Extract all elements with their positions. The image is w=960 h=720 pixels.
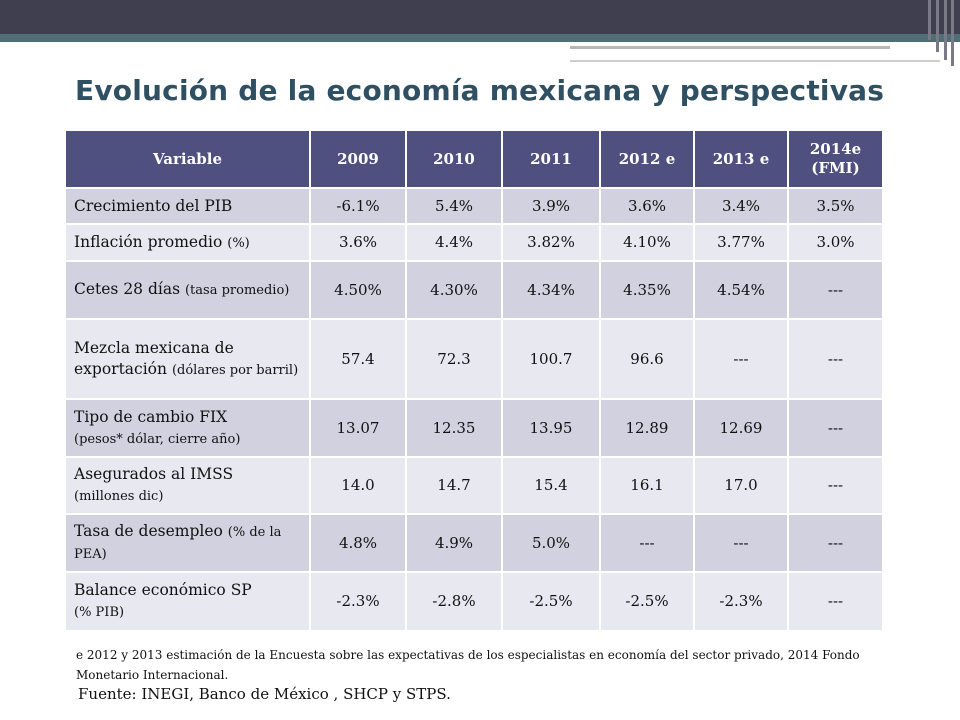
table-cell: 3.4% bbox=[694, 187, 789, 224]
table-cell: 4.50% bbox=[310, 260, 407, 319]
table-cell: 3.6% bbox=[310, 223, 407, 261]
row-label: Asegurados al IMSS (millones dic) bbox=[66, 456, 311, 514]
table-cell: 14.0 bbox=[310, 456, 407, 514]
row-label-unit: (%) bbox=[227, 235, 250, 251]
table-cell: 4.4% bbox=[406, 223, 503, 261]
table-cell: 4.30% bbox=[406, 260, 503, 319]
table-row: Cetes 28 días (tasa promedio) 4.50% 4.30… bbox=[66, 260, 882, 319]
decorative-line bbox=[570, 46, 890, 49]
table-cell: -2.5% bbox=[502, 571, 601, 630]
row-label: Crecimiento del PIB bbox=[66, 187, 311, 224]
table-cell: --- bbox=[788, 513, 882, 572]
table-cell: -2.3% bbox=[310, 571, 407, 630]
row-label-unit: (% de la PEA) bbox=[74, 525, 282, 562]
row-label: Tipo de cambio FIX (pesos* dólar, cierre … bbox=[66, 398, 311, 457]
table-cell: --- bbox=[694, 318, 789, 399]
row-label-text: Tasa de desempleo bbox=[74, 522, 223, 540]
table-cell: 3.9% bbox=[502, 187, 601, 224]
table-cell: 3.0% bbox=[788, 223, 882, 261]
header-2012e: 2012 e bbox=[600, 131, 695, 188]
table-row: Balance económico SP (% PIB) -2.3% -2.8% … bbox=[66, 571, 882, 630]
row-label: Inflación promedio (%) bbox=[66, 223, 311, 261]
table-cell: 4.35% bbox=[600, 260, 695, 319]
row-label-text: Cetes 28 días bbox=[74, 280, 181, 298]
table-row: Tasa de desempleo (% de la PEA) 4.8% 4.9… bbox=[66, 513, 882, 572]
table-cell: 4.54% bbox=[694, 260, 789, 319]
row-label-unit: (tasa promedio) bbox=[184, 283, 290, 298]
table-cell: 3.82% bbox=[502, 223, 601, 261]
table-cell: -2.8% bbox=[406, 571, 503, 630]
row-label-unit: (pesos* dólar, cierre año) bbox=[74, 431, 241, 447]
table-cell: 13.95 bbox=[502, 398, 601, 457]
table-cell: 12.89 bbox=[600, 398, 695, 457]
decorative-bars bbox=[926, 0, 956, 66]
table-cell: 4.8% bbox=[310, 513, 407, 572]
table-cell: 12.69 bbox=[694, 398, 789, 457]
row-label-unit: (millones dic) bbox=[74, 489, 164, 504]
footnote: e 2012 y 2013 estimación de la Encuesta … bbox=[76, 648, 860, 682]
table-cell: --- bbox=[788, 318, 882, 399]
table-cell: 100.7 bbox=[502, 318, 601, 399]
table-cell: 3.5% bbox=[788, 187, 882, 224]
row-label-text: Crecimiento del PIB bbox=[74, 196, 233, 215]
decorative-line bbox=[570, 60, 940, 62]
table-cell: 12.35 bbox=[406, 398, 503, 457]
row-label-text: Mezcla mexicana de exportación bbox=[74, 338, 234, 378]
table-cell: --- bbox=[694, 513, 789, 572]
row-label: Tasa de desempleo (% de la PEA) bbox=[66, 513, 311, 572]
table-cell: 17.0 bbox=[694, 456, 789, 514]
table-cell: 5.4% bbox=[406, 187, 503, 224]
row-label-text: Inflación promedio bbox=[74, 232, 223, 251]
table-cell: --- bbox=[788, 571, 882, 630]
table-cell: -2.5% bbox=[600, 571, 695, 630]
table-cell: 96.6 bbox=[600, 318, 695, 399]
header-2014e: 2014e (FMI) bbox=[788, 131, 882, 188]
table-row: Asegurados al IMSS (millones dic) 14.0 14… bbox=[66, 456, 882, 514]
table-cell: 5.0% bbox=[502, 513, 601, 572]
table-cell: 14.7 bbox=[406, 456, 503, 514]
table-cell: 13.07 bbox=[310, 398, 407, 457]
header-2011: 2011 bbox=[502, 131, 601, 188]
table-cell: 72.3 bbox=[406, 318, 503, 399]
table-cell: 4.34% bbox=[502, 260, 601, 319]
slide-title: Evolución de la economía mexicana y pers… bbox=[75, 74, 885, 107]
table-cell: --- bbox=[788, 456, 882, 514]
table-cell: --- bbox=[788, 260, 882, 319]
table-cell: -6.1% bbox=[310, 187, 407, 224]
table-row: Crecimiento del PIB -6.1% 5.4% 3.9% 3.6%… bbox=[66, 187, 882, 224]
top-banner bbox=[0, 0, 960, 34]
table-cell: 57.4 bbox=[310, 318, 407, 399]
table-row: Inflación promedio (%) 3.6% 4.4% 3.82% 4… bbox=[66, 223, 882, 261]
table-cell: 3.6% bbox=[600, 187, 695, 224]
row-label-unit: (% PIB) bbox=[74, 605, 125, 620]
table-header-row: Variable 2009 2010 2011 2012 e 2013 e 20… bbox=[66, 131, 882, 188]
row-label: Balance económico SP (% PIB) bbox=[66, 571, 311, 630]
table-row: Tipo de cambio FIX (pesos* dólar, cierre … bbox=[66, 398, 882, 457]
header-variable: Variable bbox=[66, 131, 311, 188]
banner-stripe bbox=[0, 34, 960, 42]
header-2009: 2009 bbox=[310, 131, 407, 188]
header-2013e: 2013 e bbox=[694, 131, 789, 188]
table-row: Mezcla mexicana de exportación (dólares … bbox=[66, 318, 882, 399]
row-label-text: Balance económico SP bbox=[74, 581, 252, 599]
row-label-text: Tipo de cambio FIX bbox=[74, 407, 228, 426]
table-cell: --- bbox=[600, 513, 695, 572]
table-cell: 4.9% bbox=[406, 513, 503, 572]
table-cell: -2.3% bbox=[694, 571, 789, 630]
row-label: Mezcla mexicana de exportación (dólares … bbox=[66, 318, 311, 399]
table-cell: 3.77% bbox=[694, 223, 789, 261]
row-label: Cetes 28 días (tasa promedio) bbox=[66, 260, 311, 319]
table-cell: --- bbox=[788, 398, 882, 457]
economy-table: Variable 2009 2010 2011 2012 e 2013 e 20… bbox=[66, 131, 882, 630]
row-label-text: Asegurados al IMSS bbox=[74, 465, 234, 483]
row-label-unit: (dólares por barril) bbox=[171, 362, 299, 378]
table-cell: 16.1 bbox=[600, 456, 695, 514]
table-cell: 4.10% bbox=[600, 223, 695, 261]
table-cell: 15.4 bbox=[502, 456, 601, 514]
source-note: Fuente: INEGI, Banco de México , SHCP y … bbox=[78, 685, 451, 703]
header-2010: 2010 bbox=[406, 131, 503, 188]
